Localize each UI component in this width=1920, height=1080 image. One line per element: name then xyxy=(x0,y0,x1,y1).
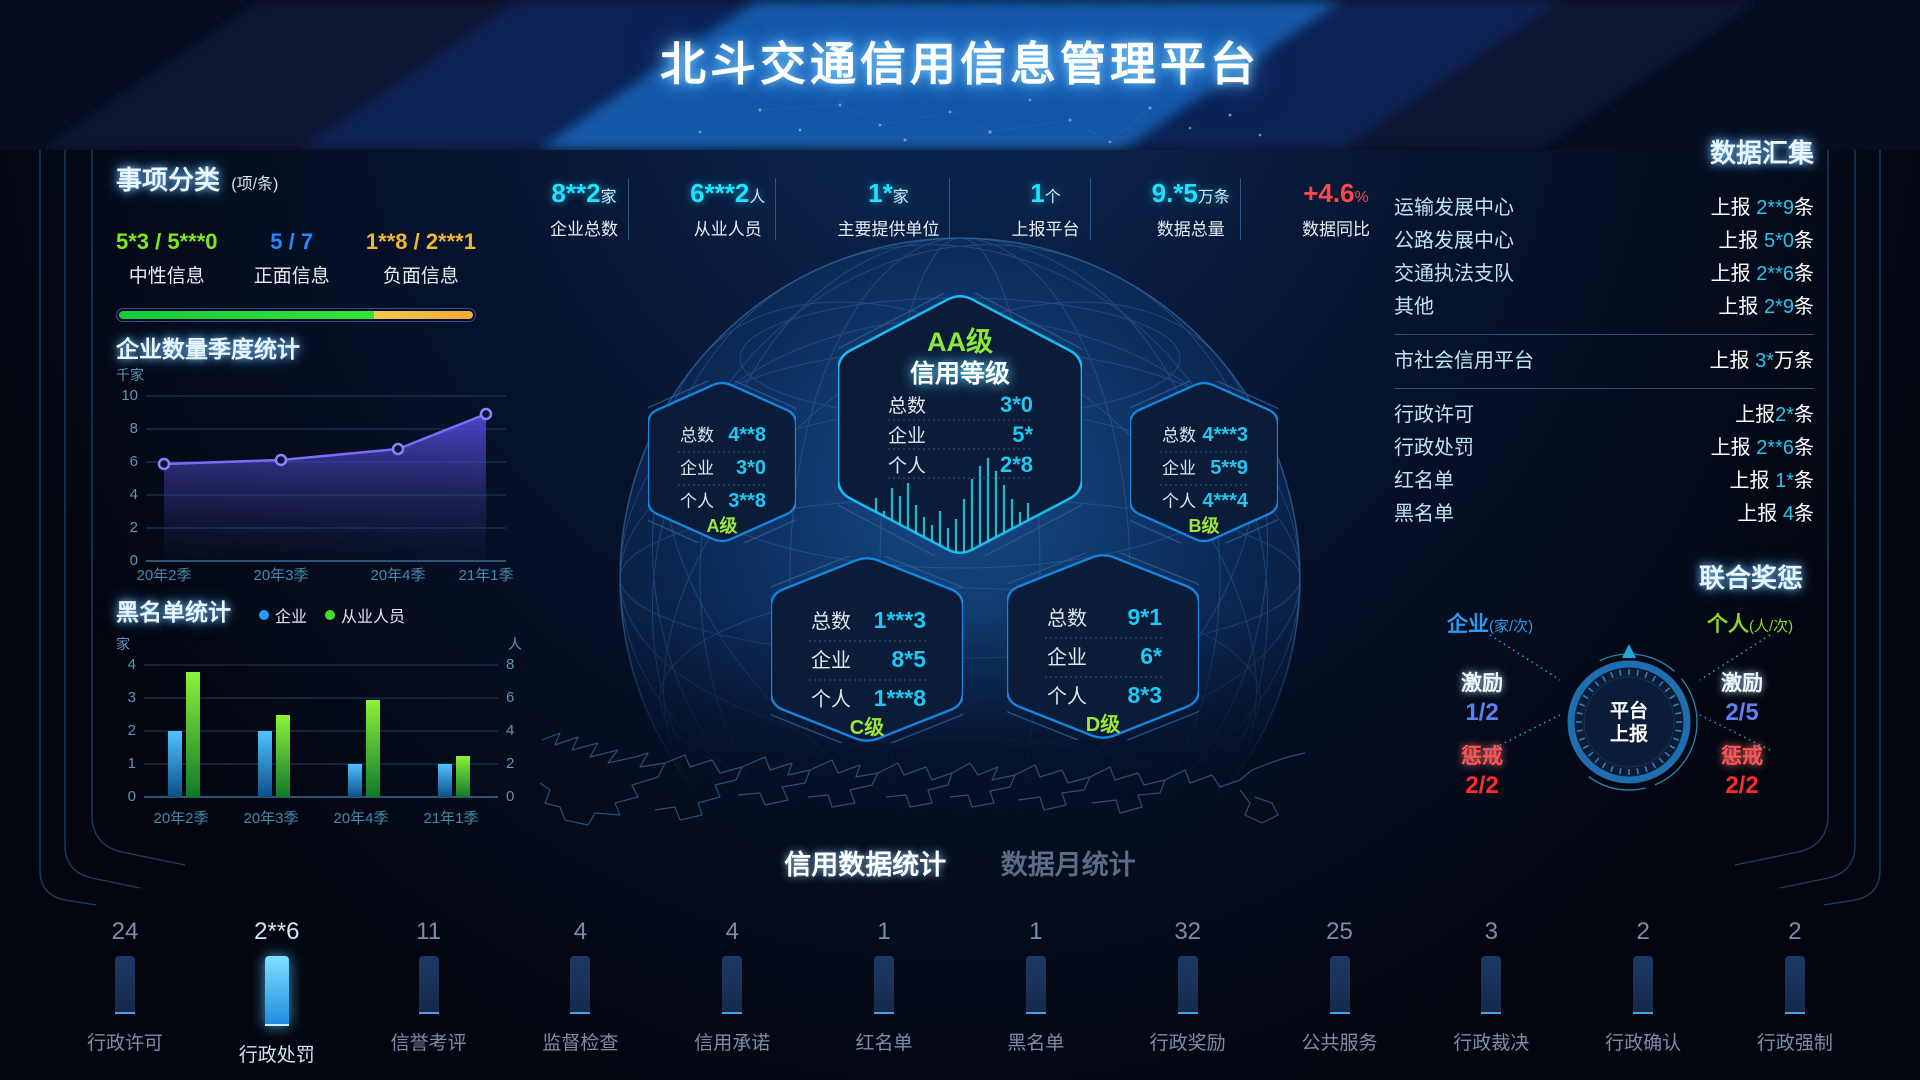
svg-text:4: 4 xyxy=(130,486,138,503)
svg-text:个人: 个人 xyxy=(680,492,714,511)
svg-text:4: 4 xyxy=(128,656,136,673)
svg-text:企业: 企业 xyxy=(1162,459,1196,478)
svg-text:A级: A级 xyxy=(707,515,739,536)
svg-text:B级: B级 xyxy=(1189,515,1221,536)
svg-text:平台: 平台 xyxy=(1610,699,1648,722)
svg-text:21年1季: 21年1季 xyxy=(458,567,513,584)
svg-text:20年3季: 20年3季 xyxy=(243,810,298,827)
svg-text:2: 2 xyxy=(130,519,138,536)
svg-text:企业: 企业 xyxy=(680,459,714,478)
svg-text:5**9: 5**9 xyxy=(1210,457,1248,479)
svg-text:4***3: 4***3 xyxy=(1202,424,1248,446)
svg-text:总数: 总数 xyxy=(811,610,851,633)
svg-text:8: 8 xyxy=(506,656,514,673)
svg-text:企业: 企业 xyxy=(811,649,851,672)
svg-text:2*8: 2*8 xyxy=(1000,452,1033,477)
svg-text:9*1: 9*1 xyxy=(1127,604,1162,630)
svg-text:20年4季: 20年4季 xyxy=(370,567,425,584)
svg-text:3: 3 xyxy=(128,689,136,706)
svg-text:总数: 总数 xyxy=(1162,426,1196,445)
svg-text:1***3: 1***3 xyxy=(874,607,926,633)
svg-text:4***4: 4***4 xyxy=(1202,490,1248,512)
svg-text:企业: 企业 xyxy=(888,425,926,447)
svg-text:20年2季: 20年2季 xyxy=(153,810,208,827)
svg-text:0: 0 xyxy=(128,788,136,805)
svg-text:人: 人 xyxy=(508,636,522,652)
svg-text:4: 4 xyxy=(506,722,514,739)
svg-text:8: 8 xyxy=(130,420,138,437)
svg-text:4**8: 4**8 xyxy=(728,424,766,446)
svg-text:8*5: 8*5 xyxy=(891,646,926,672)
svg-text:总数: 总数 xyxy=(888,395,926,417)
svg-text:20年3季: 20年3季 xyxy=(253,567,308,584)
svg-text:企业: 企业 xyxy=(1047,646,1087,669)
svg-text:总数: 总数 xyxy=(1047,607,1087,630)
svg-text:20年4季: 20年4季 xyxy=(333,810,388,827)
svg-text:1: 1 xyxy=(128,755,136,772)
svg-text:千家: 千家 xyxy=(116,367,144,383)
svg-text:21年1季: 21年1季 xyxy=(423,810,478,827)
svg-text:3**8: 3**8 xyxy=(728,490,766,512)
svg-text:0: 0 xyxy=(506,788,514,805)
svg-text:10: 10 xyxy=(121,387,138,404)
svg-text:6: 6 xyxy=(506,689,514,706)
svg-text:2: 2 xyxy=(506,755,514,772)
svg-text:6*: 6* xyxy=(1140,643,1162,669)
svg-text:个人: 个人 xyxy=(1162,492,1196,511)
svg-text:总数: 总数 xyxy=(680,426,714,445)
svg-text:5*: 5* xyxy=(1012,422,1033,447)
svg-text:上报: 上报 xyxy=(1610,722,1648,745)
svg-text:家: 家 xyxy=(116,636,130,652)
svg-text:个人: 个人 xyxy=(888,455,926,477)
svg-text:AA级: AA级 xyxy=(927,326,993,357)
svg-text:20年2季: 20年2季 xyxy=(136,567,191,584)
svg-text:6: 6 xyxy=(130,453,138,470)
svg-text:3*0: 3*0 xyxy=(1000,392,1033,417)
svg-text:2: 2 xyxy=(128,722,136,739)
svg-text:信用等级: 信用等级 xyxy=(910,359,1010,388)
svg-text:3*0: 3*0 xyxy=(736,457,766,479)
